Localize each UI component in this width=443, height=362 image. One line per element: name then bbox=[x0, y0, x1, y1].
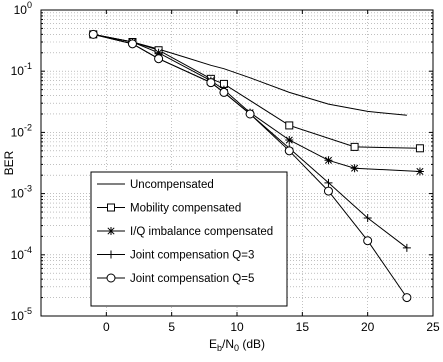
marker-plus bbox=[107, 250, 115, 259]
data-series bbox=[93, 33, 420, 298]
y-tick-label-base: 10 bbox=[11, 309, 25, 323]
x-tick-label: 20 bbox=[361, 320, 375, 334]
y-tick-label-exp: -2 bbox=[24, 122, 32, 132]
series-line-2 bbox=[93, 33, 420, 149]
marker-circle bbox=[323, 186, 333, 196]
x-tick-label: 10 bbox=[230, 320, 244, 334]
marker-asterisk bbox=[154, 48, 163, 57]
legend-label: I/Q imbalance compensated bbox=[130, 226, 273, 238]
marker-asterisk bbox=[285, 136, 294, 145]
marker-plus bbox=[363, 213, 372, 222]
marker-square bbox=[415, 144, 424, 153]
y-tick-label-base: 10 bbox=[11, 187, 25, 201]
marker-square bbox=[285, 121, 294, 130]
x-axis-label-main: E bbox=[209, 337, 217, 351]
marker-circle bbox=[154, 54, 164, 64]
x-tick-label: 15 bbox=[296, 320, 310, 334]
legend-label: Joint compensation Q=3 bbox=[130, 250, 254, 262]
series-line-3 bbox=[93, 33, 420, 172]
legend-label: Uncompensated bbox=[130, 179, 214, 191]
legend-label: Mobility compensated bbox=[130, 203, 241, 215]
y-tick-label-exp: -3 bbox=[24, 184, 32, 194]
y-tick-label-exp: 0 bbox=[27, 0, 32, 10]
y-tick-label-exp: -4 bbox=[24, 245, 32, 255]
series-line-5 bbox=[93, 33, 408, 298]
x-axis-label: Eb/N0 (dB) bbox=[209, 337, 265, 353]
marker-plus bbox=[324, 178, 333, 187]
data-markers bbox=[88, 29, 424, 303]
axis-ticks bbox=[41, 9, 434, 317]
x-tick-label: 25 bbox=[426, 320, 440, 334]
legend-label: Joint compensation Q=5 bbox=[130, 273, 254, 285]
x-tick-label: 0 bbox=[103, 320, 110, 334]
marker-circle bbox=[127, 39, 137, 49]
x-axis-label-sub1: b bbox=[217, 343, 222, 353]
marker-asterisk bbox=[324, 156, 333, 165]
marker-circle bbox=[88, 29, 98, 39]
legend: Uncompensated Mobility compensated I/Q imb… bbox=[90, 171, 288, 307]
series-line-1 bbox=[93, 33, 407, 116]
marker-circle bbox=[106, 273, 116, 283]
marker-circle bbox=[363, 236, 373, 246]
marker-square bbox=[107, 203, 115, 212]
marker-circle bbox=[206, 78, 216, 88]
y-tick-label: 10-5 bbox=[11, 306, 32, 323]
marker-asterisk bbox=[107, 227, 115, 235]
x-tick-labels: 0 5 10 15 20 25 bbox=[103, 320, 440, 334]
y-tick-label-base: 10 bbox=[11, 248, 25, 262]
y-tick-label: 100 bbox=[14, 0, 32, 17]
y-tick-label-base: 10 bbox=[11, 125, 25, 139]
x-tick-label: 5 bbox=[168, 320, 175, 334]
y-axis-label: BER bbox=[2, 150, 16, 175]
marker-plus bbox=[402, 243, 411, 252]
marker-circle bbox=[402, 293, 412, 303]
marker-asterisk bbox=[415, 167, 424, 176]
x-axis-label-unit: (dB) bbox=[239, 337, 265, 351]
y-tick-label-base: 10 bbox=[14, 3, 28, 17]
y-tick-label: 10-4 bbox=[11, 245, 32, 262]
y-tick-label-exp: -5 bbox=[24, 306, 32, 316]
x-axis-label-slash: /N bbox=[222, 337, 234, 351]
y-tick-label-base: 10 bbox=[11, 64, 25, 78]
marker-circle bbox=[219, 87, 229, 97]
marker-circle bbox=[284, 146, 294, 156]
y-tick-label: 10-3 bbox=[11, 184, 32, 201]
y-tick-label: 10-2 bbox=[11, 122, 32, 139]
marker-asterisk bbox=[350, 164, 359, 173]
marker-circle bbox=[245, 109, 255, 119]
legend-box bbox=[90, 171, 288, 307]
y-tick-label: 10-1 bbox=[11, 61, 32, 78]
x-axis-label-sub2: 0 bbox=[234, 343, 239, 353]
marker-square bbox=[350, 142, 359, 151]
y-tick-label-exp: -1 bbox=[24, 61, 32, 71]
